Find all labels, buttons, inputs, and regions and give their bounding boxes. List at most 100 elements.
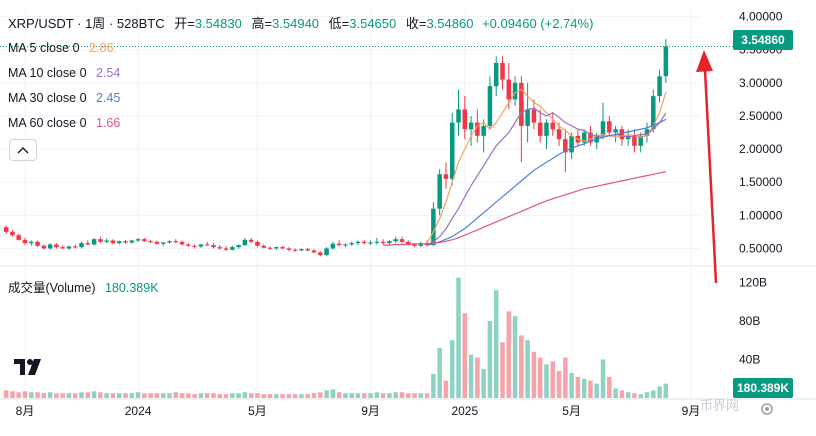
volume-bar [475, 357, 480, 398]
candle-body [349, 243, 354, 245]
candle-body [135, 239, 141, 241]
volume-bar [368, 393, 373, 398]
low-label: 低= [328, 16, 350, 31]
volume-tick-label: 120B [739, 275, 767, 289]
ma30-legend[interactable]: MA 30 close 0 2.45 [8, 91, 120, 105]
volume-bar [613, 388, 618, 398]
candle-body [267, 247, 273, 249]
candle-body [399, 239, 405, 242]
volume-bar [217, 394, 223, 398]
volume-bar [393, 392, 398, 398]
candle-body [60, 247, 65, 249]
volume-bar [280, 394, 285, 398]
volume-bar [85, 392, 91, 398]
candle-body [418, 243, 424, 246]
volume-bar [305, 394, 310, 398]
symbol-exchange: 528BTC [116, 16, 165, 31]
candle-body [91, 239, 97, 245]
volume-bar [651, 390, 656, 398]
candle-body [160, 242, 166, 244]
candle-body [437, 174, 442, 209]
volume-bar [374, 392, 380, 398]
volume-bar [600, 359, 606, 398]
candle-body [362, 241, 367, 244]
volume-bar [632, 393, 637, 398]
volume-bar [588, 380, 593, 398]
volume-bar [211, 393, 216, 398]
candle-body [431, 208, 436, 246]
volume-tick-label: 80B [739, 314, 760, 328]
volume-bar [343, 393, 348, 398]
candle-body [632, 135, 637, 146]
candle-body [292, 249, 298, 251]
candle-body [248, 239, 254, 242]
ma5-legend[interactable]: MA 5 close 0 2.86 [8, 41, 113, 55]
volume-bar [431, 373, 436, 398]
ma30-value: 2.45 [96, 91, 121, 105]
volume-bar [493, 290, 499, 398]
candle-body [556, 129, 562, 140]
open-value: 3.54830 [194, 16, 242, 31]
volume-bar [248, 393, 254, 398]
volume-bar [35, 392, 40, 398]
candle-body [481, 125, 486, 136]
candle-body [512, 82, 518, 100]
volume-bar [563, 357, 568, 398]
candle-body [506, 79, 512, 100]
volume-bar [544, 364, 549, 398]
candle-body [41, 245, 47, 249]
candle-body [651, 96, 656, 130]
ma60-legend[interactable]: MA 60 close 0 1.66 [8, 116, 120, 130]
close-value: 3.54860 [426, 16, 474, 31]
volume-bar [456, 277, 461, 398]
volume-bar [336, 392, 342, 398]
candle-body [66, 246, 72, 249]
volume-bar [148, 393, 153, 398]
candle-body [537, 122, 543, 136]
candle-body [613, 129, 618, 133]
volume-bar [512, 316, 518, 398]
volume-bar [537, 357, 543, 398]
candle-body [104, 240, 109, 242]
volume-legend[interactable]: 成交量(Volume) 180.389K [8, 277, 159, 296]
symbol-interval[interactable]: 1周 [85, 16, 106, 31]
ma30-label: MA 30 close 0 [8, 91, 87, 105]
candle-body [148, 241, 153, 243]
candle-body [387, 241, 392, 244]
candle-body [500, 62, 505, 80]
collapse-legend-button[interactable] [9, 139, 37, 161]
candle-body [456, 109, 461, 123]
change-value: +0.09460 (+2.74%) [482, 16, 594, 31]
candle-body [186, 244, 191, 246]
volume-bar [261, 394, 267, 398]
watermark: 币界网 [700, 398, 740, 413]
candle-body [179, 241, 185, 245]
candle-body [236, 245, 241, 248]
volume-bar [487, 320, 493, 398]
volume-bar [267, 394, 273, 398]
candle-body [110, 240, 116, 244]
candle-body [644, 129, 650, 136]
candle-body [167, 241, 172, 243]
gear-icon[interactable] [760, 402, 774, 416]
candle-body [519, 82, 524, 126]
candle-body [368, 242, 373, 244]
candle-body [355, 241, 361, 244]
volume-bar [29, 392, 34, 398]
tradingview-logo-icon[interactable] [14, 355, 44, 377]
volume-bar [506, 311, 512, 398]
volume-bar [167, 393, 172, 398]
candle-body [261, 245, 267, 248]
high-label: 高= [251, 16, 273, 31]
volume-bar [399, 392, 405, 398]
symbol-name[interactable]: XRP/USDT [8, 16, 74, 31]
ma10-legend[interactable]: MA 10 close 0 2.54 [8, 66, 120, 80]
volume-bar [330, 389, 336, 398]
price-tick-label: 1.00000 [739, 208, 783, 222]
volume-bar [110, 393, 116, 398]
volume-bar [54, 393, 59, 398]
volume-bar [324, 390, 329, 398]
volume-bar [625, 392, 631, 398]
volume-bar [519, 335, 524, 398]
